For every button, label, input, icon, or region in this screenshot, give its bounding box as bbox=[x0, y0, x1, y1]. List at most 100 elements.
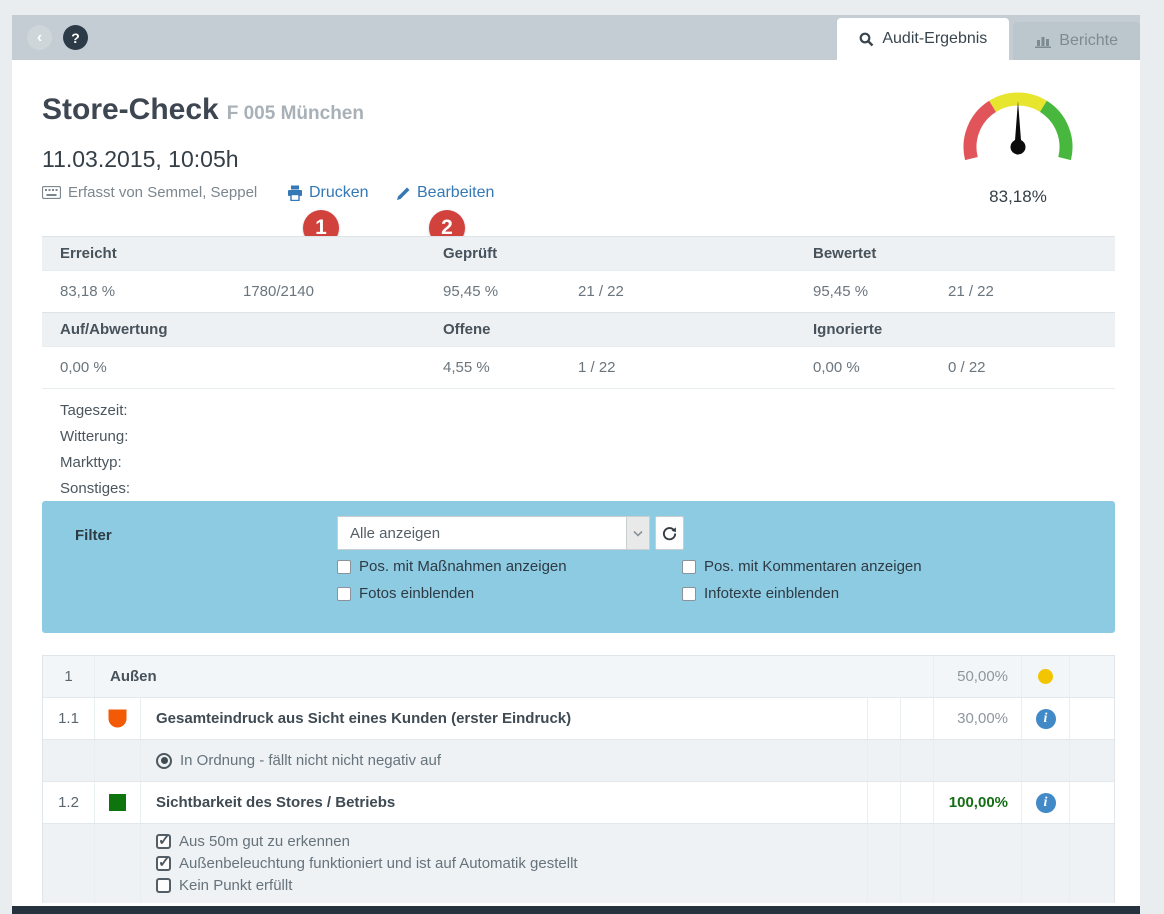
checkbox-icon bbox=[682, 559, 696, 574]
stats-value-row: 83,18 % 1780/2140 95,45 % 21 / 22 95,45 … bbox=[42, 270, 1115, 312]
back-chevron-icon: ‹ bbox=[36, 28, 43, 46]
tab-berichte[interactable]: Berichte bbox=[1013, 22, 1140, 60]
stat-header: Auf/Abwertung bbox=[60, 321, 168, 338]
option-label: Aus 50m gut zu erkennen bbox=[179, 833, 350, 850]
print-link[interactable]: Drucken bbox=[287, 184, 369, 202]
info-icon[interactable]: i bbox=[1035, 708, 1056, 729]
stat-header: Geprüft bbox=[443, 245, 498, 262]
main-card: ‹ ? Audit-Ergebnis Berichte Store-Check F… bbox=[12, 15, 1140, 914]
meta-label-markttyp: Markttyp: bbox=[60, 454, 122, 471]
item-title: Gesamteindruck aus Sicht eines Kunden (e… bbox=[141, 698, 868, 739]
stat-value: 95,45 % bbox=[813, 283, 869, 300]
chevron-down-icon bbox=[626, 517, 649, 549]
stats-value-row: 0,00 % 4,55 % 1 / 22 0,00 % 0 / 22 bbox=[42, 346, 1115, 388]
printer-icon bbox=[287, 185, 303, 201]
checkbox-fotos[interactable]: Fotos einblenden bbox=[337, 585, 474, 602]
info-glyph: i bbox=[1043, 794, 1048, 810]
recorded-by-text: Erfasst von Semmel, Seppel bbox=[68, 184, 258, 201]
stats-header-row: Auf/Abwertung Offene Ignorierte bbox=[42, 312, 1115, 346]
stat-value: 0 / 22 bbox=[948, 359, 986, 376]
callout-number: 2 bbox=[441, 216, 453, 239]
gauge-arc bbox=[963, 92, 1073, 161]
back-button[interactable]: ‹ bbox=[27, 25, 52, 50]
print-label: Drucken bbox=[309, 184, 369, 201]
stat-value bbox=[225, 347, 425, 388]
checkbox-checked-icon bbox=[156, 831, 171, 849]
stat-header: Offene bbox=[443, 321, 491, 338]
filter-panel: Filter Alle anzeigen Pos. mit Maßnahmen … bbox=[42, 501, 1115, 633]
checkbox-option[interactable]: Kein Punkt erfüllt bbox=[156, 877, 292, 894]
item-title: Sichtbarkeit des Stores / Betriebs bbox=[141, 782, 868, 823]
section-status-cell bbox=[1022, 656, 1070, 697]
store-name: F 005 München bbox=[226, 103, 364, 124]
item-number: 1.1 bbox=[43, 698, 95, 739]
checkbox-checked-icon bbox=[156, 853, 171, 871]
edit-label: Bearbeiten bbox=[417, 184, 495, 201]
audit-datetime: 11.03.2015, 10:05h bbox=[42, 146, 239, 172]
refresh-button[interactable] bbox=[655, 516, 684, 550]
stat-value: 0,00 % bbox=[60, 359, 107, 376]
tab-audit-ergebnis[interactable]: Audit-Ergebnis bbox=[837, 18, 1010, 60]
dropdown-selected-value: Alle anzeigen bbox=[350, 524, 441, 542]
score-gauge: 83,18% bbox=[948, 85, 1088, 207]
recorded-by-line: Erfasst von Semmel, Seppel bbox=[42, 184, 257, 201]
help-button[interactable]: ? bbox=[63, 25, 88, 50]
edit-link[interactable]: Bearbeiten bbox=[396, 184, 494, 202]
checkbox-unchecked-icon bbox=[156, 878, 171, 893]
stat-value: 21 / 22 bbox=[578, 283, 624, 300]
checkbox-icon bbox=[682, 586, 696, 601]
stat-header: Erreicht bbox=[60, 245, 117, 262]
radio-selected-icon bbox=[156, 752, 172, 769]
checkbox-icon bbox=[337, 559, 351, 574]
checkbox-option[interactable]: Aus 50m gut zu erkennen bbox=[156, 831, 350, 850]
tab-label: Berichte bbox=[1059, 32, 1118, 49]
item-row: 1.1 Gesamteindruck aus Sicht eines Kunde… bbox=[43, 697, 1114, 739]
meta-label-witterung: Witterung: bbox=[60, 428, 129, 445]
stat-value: 0,00 % bbox=[813, 359, 860, 376]
toolbar: ‹ ? Audit-Ergebnis Berichte bbox=[12, 15, 1140, 60]
audit-table: 1 Außen 50,00% 1.1 Gesamteindruck aus Si… bbox=[42, 655, 1115, 903]
keyboard-icon bbox=[42, 186, 61, 199]
stats-header-row: Erreicht Geprüft Bewertet bbox=[42, 236, 1115, 270]
yellow-status-icon bbox=[1038, 669, 1053, 684]
stat-value: 1 / 22 bbox=[578, 359, 616, 376]
option-label: Kein Punkt erfüllt bbox=[179, 877, 293, 894]
stat-value: 95,45 % bbox=[443, 283, 499, 300]
question-icon: ? bbox=[71, 29, 80, 46]
checkbox-label: Infotexte einblenden bbox=[704, 585, 840, 602]
page-title: Store-Check F 005 München bbox=[42, 93, 364, 127]
meta-label-tageszeit: Tageszeit: bbox=[60, 402, 128, 419]
stat-value: 21 / 22 bbox=[948, 283, 994, 300]
tab-bar: Audit-Ergebnis Berichte bbox=[837, 18, 1140, 60]
refresh-icon bbox=[662, 526, 677, 541]
option-label: In Ordnung - fällt nicht nicht negativ a… bbox=[180, 752, 441, 769]
tab-label: Audit-Ergebnis bbox=[882, 30, 988, 47]
checkbox-label: Fotos einblenden bbox=[359, 585, 475, 602]
checkbox-label: Pos. mit Maßnahmen anzeigen bbox=[359, 558, 567, 575]
checkbox-pos-massnahmen[interactable]: Pos. mit Maßnahmen anzeigen bbox=[337, 558, 567, 575]
search-icon bbox=[859, 32, 874, 47]
bar-chart-icon bbox=[1035, 34, 1052, 48]
stat-header: Bewertet bbox=[813, 245, 877, 262]
stat-value: 4,55 % bbox=[443, 359, 490, 376]
checkbox-option[interactable]: Außenbeleuchtung funktioniert und ist au… bbox=[156, 853, 578, 872]
section-title: Außen bbox=[95, 656, 934, 697]
item-number: 1.2 bbox=[43, 782, 95, 823]
radio-option[interactable]: In Ordnung - fällt nicht nicht negativ a… bbox=[156, 752, 441, 769]
section-number: 1 bbox=[43, 656, 95, 697]
checkbox-infotexte[interactable]: Infotexte einblenden bbox=[682, 585, 839, 602]
audit-meta-list: Tageszeit: Witterung: Markttyp: Sonstige… bbox=[60, 398, 130, 502]
checkbox-pos-kommentare[interactable]: Pos. mit Kommentaren anzeigen bbox=[682, 558, 922, 575]
item-score: 30,00% bbox=[934, 698, 1022, 739]
section-score: 50,00% bbox=[934, 656, 1022, 697]
item-score: 100,00% bbox=[934, 782, 1022, 823]
filter-label: Filter bbox=[75, 527, 112, 544]
info-icon[interactable]: i bbox=[1035, 792, 1056, 813]
options-row: Aus 50m gut zu erkennen Außenbeleuchtung… bbox=[43, 823, 1114, 903]
filter-dropdown[interactable]: Alle anzeigen bbox=[337, 516, 650, 550]
pencil-icon bbox=[396, 186, 411, 201]
callout-number: 1 bbox=[315, 216, 327, 239]
meta-label-sonstiges: Sonstiges: bbox=[60, 480, 131, 497]
checkbox-icon bbox=[337, 586, 351, 601]
green-square-status-icon bbox=[95, 782, 141, 823]
